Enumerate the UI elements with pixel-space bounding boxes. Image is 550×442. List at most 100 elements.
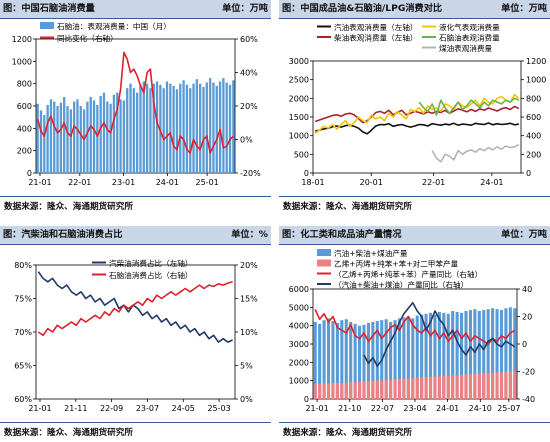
bar: [362, 324, 366, 399]
bar: [165, 81, 169, 173]
bar: [179, 83, 182, 173]
bar: [122, 100, 126, 173]
bar: [491, 308, 495, 399]
source-note: 数据来源：隆众、海通期货研究所: [4, 202, 133, 212]
bar: [59, 102, 63, 173]
bar: [199, 83, 202, 173]
bar: [371, 380, 375, 399]
bar: [172, 85, 175, 173]
bar: [43, 114, 46, 173]
bar: [468, 310, 472, 399]
bar: [428, 376, 433, 399]
panel-title-bar: 图：中国石脑油消费量 单位：万吨: [0, 0, 271, 19]
y-left-tick-label: 70%: [14, 328, 32, 337]
bar: [451, 375, 455, 399]
panel-title: 中国石脑油消费量: [21, 3, 95, 14]
bar: [318, 323, 322, 399]
bar: [384, 319, 388, 399]
legend-label: 石脑油：表观消费量：中国（月）: [57, 21, 171, 31]
bar: [313, 322, 317, 399]
bar: [442, 312, 446, 399]
y-left-tick-label: 1000: [289, 377, 309, 386]
panel-title: 汽柴油和石脑油消费占比: [21, 229, 123, 240]
bar: [56, 106, 59, 173]
bar: [389, 379, 393, 399]
bar: [437, 376, 441, 399]
plot-frame: [312, 60, 522, 174]
bar: [353, 323, 357, 399]
y-right-tick-label: 600: [526, 113, 541, 122]
bar: [495, 309, 499, 399]
bar: [326, 318, 331, 399]
bar: [39, 110, 43, 173]
bar: [344, 382, 348, 399]
bar: [182, 80, 185, 173]
source-note: 数据来源：隆众、海通期货研究所: [283, 202, 412, 212]
bar: [129, 83, 132, 173]
bar: [504, 371, 508, 399]
bar: [63, 97, 66, 173]
chart-chemical-vs-products-output: 0 1000 2000 3000 4000 5000 6000 -40 -20 0 20 40 21-0…: [289, 248, 535, 413]
bar: [169, 83, 172, 173]
bar: [393, 320, 397, 399]
legend-swatch: [40, 22, 54, 29]
y-left-tick-label: 2500: [289, 76, 309, 85]
bar: [112, 94, 116, 173]
bar: [116, 92, 119, 173]
y-left-tick-label: 500: [294, 150, 309, 159]
legend-label: 汽油+柴油+煤油产量: [334, 248, 408, 258]
bar: [335, 382, 339, 399]
bar: [477, 373, 481, 399]
chart-consumption-share: 60% 65% 70% 75% 80% 0% 5% 10% 15% 20% 21-01 21-11 22…: [14, 258, 258, 413]
y-left-tick-label: 600: [17, 102, 32, 111]
bar: [195, 79, 199, 173]
bar: [225, 82, 228, 173]
panel-unit: 单位：%: [231, 229, 268, 240]
bar: [119, 99, 122, 173]
bar: [508, 371, 512, 399]
bar: [415, 377, 419, 399]
legend-label: 煤油表观消费量: [439, 43, 493, 53]
y-left-tick-label: 1000: [289, 132, 309, 141]
bar: [69, 109, 72, 173]
bar: [389, 322, 393, 399]
bar: [185, 84, 189, 173]
legend-label: 液化气表观消费量: [439, 22, 500, 32]
y-left-tick-label: 1000: [12, 57, 32, 66]
bar: [212, 82, 215, 173]
bar: [86, 101, 89, 173]
bar: [189, 88, 192, 173]
panel-chemical-vs-products-output: 图：化工类和成品油产量情况 单位：万吨 0 1000 2000 3000 4000 500…: [279, 226, 550, 442]
bar: [477, 311, 481, 399]
bar: [406, 316, 410, 399]
y-left-tick-label: 2000: [289, 358, 309, 367]
series-line: [36, 51, 234, 154]
panel-unit: 单位：万吨: [501, 229, 547, 240]
bar: [446, 375, 450, 399]
legend-label: 乙烯+丙烯+纯苯+苯+对二甲苯产量: [334, 259, 459, 269]
bar: [326, 383, 331, 399]
y-left-tick-label: 3000: [289, 340, 309, 349]
bar: [46, 104, 49, 173]
bar: [437, 311, 441, 399]
bar: [89, 97, 92, 173]
x-tick-label: 24-05: [172, 404, 195, 413]
x-tick-label: 23-07: [136, 404, 159, 413]
source-note: 数据来源：隆众、海通期货研究所: [283, 428, 412, 438]
bar: [473, 373, 477, 399]
bar: [53, 101, 56, 173]
bar: [155, 81, 159, 173]
panel-naphtha-consumption: 图：中国石脑油消费量 单位：万吨 0 200 400 600 800 1000 1200 -2…: [0, 0, 271, 218]
bar: [397, 318, 402, 399]
bar: [126, 88, 129, 173]
y-left-tick-label: 60%: [14, 395, 32, 404]
bar: [344, 319, 348, 399]
bar: [135, 92, 139, 173]
x-tick-label: 23-01: [112, 178, 135, 187]
bar: [36, 103, 39, 173]
bar: [455, 375, 459, 399]
y-left-tick-label: 0: [304, 169, 309, 178]
bar: [424, 377, 428, 399]
bar: [499, 372, 504, 399]
y-right-tick-label: 20%: [240, 102, 258, 111]
